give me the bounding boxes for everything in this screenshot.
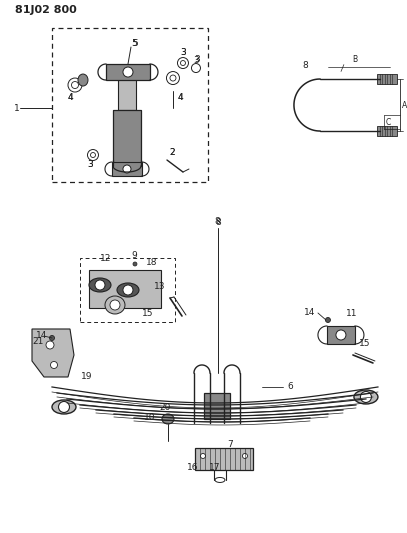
Text: 3: 3	[87, 159, 93, 168]
Bar	[112, 162, 142, 176]
Ellipse shape	[243, 454, 247, 458]
Ellipse shape	[50, 361, 57, 368]
Text: 20: 20	[159, 403, 171, 413]
Text: 81J02 800: 81J02 800	[15, 5, 77, 15]
Text: 3: 3	[87, 159, 93, 168]
Polygon shape	[32, 329, 74, 377]
Ellipse shape	[117, 283, 139, 297]
Bar	[89, 270, 161, 308]
Text: 10: 10	[144, 414, 156, 423]
Ellipse shape	[78, 74, 88, 86]
Text: 18: 18	[146, 257, 158, 266]
Ellipse shape	[52, 400, 76, 414]
Bar	[204, 393, 230, 419]
Bar	[327, 326, 355, 344]
Bar	[377, 74, 397, 84]
Ellipse shape	[95, 280, 105, 290]
Text: 3: 3	[180, 47, 186, 56]
Text: 14: 14	[36, 332, 47, 341]
Bar	[118, 68, 136, 110]
Ellipse shape	[336, 330, 346, 340]
Text: 2: 2	[169, 148, 175, 157]
Ellipse shape	[59, 401, 70, 413]
Text: 5: 5	[132, 38, 138, 47]
Text: 12: 12	[100, 254, 112, 262]
Text: 7: 7	[227, 440, 233, 449]
Ellipse shape	[90, 152, 96, 158]
Text: 14: 14	[304, 309, 316, 318]
Text: 8: 8	[302, 61, 308, 69]
Text: 1: 1	[14, 103, 20, 112]
Text: 8: 8	[214, 216, 220, 225]
Bar	[113, 110, 141, 166]
Bar	[377, 126, 397, 136]
Text: 3: 3	[193, 55, 199, 64]
Ellipse shape	[50, 335, 55, 341]
Text: 2: 2	[169, 148, 175, 157]
Text: 16: 16	[187, 464, 199, 472]
Text: 5: 5	[131, 38, 137, 47]
Ellipse shape	[123, 67, 133, 77]
Text: 19: 19	[81, 373, 93, 382]
Bar	[106, 64, 150, 80]
Ellipse shape	[201, 454, 206, 458]
Text: 11: 11	[346, 310, 358, 319]
Ellipse shape	[72, 82, 79, 88]
Text: 4: 4	[177, 93, 183, 101]
Text: 4: 4	[67, 93, 73, 101]
Bar	[195, 448, 253, 470]
Ellipse shape	[123, 165, 131, 173]
Text: 6: 6	[287, 383, 293, 391]
Ellipse shape	[162, 414, 174, 424]
Ellipse shape	[123, 285, 133, 295]
Text: 3: 3	[180, 47, 186, 56]
Text: 8: 8	[215, 217, 221, 227]
Text: 4: 4	[67, 93, 73, 101]
Ellipse shape	[180, 61, 186, 66]
Ellipse shape	[133, 262, 137, 266]
Text: B: B	[352, 54, 357, 63]
Ellipse shape	[110, 300, 120, 310]
Ellipse shape	[89, 278, 111, 292]
Ellipse shape	[361, 391, 372, 402]
Text: 13: 13	[154, 282, 166, 292]
Ellipse shape	[170, 75, 176, 81]
Text: 17: 17	[209, 464, 221, 472]
Text: 9: 9	[131, 251, 137, 260]
Text: C: C	[385, 117, 391, 126]
Text: 21: 21	[32, 337, 44, 346]
Text: 4: 4	[177, 93, 183, 101]
Text: 3: 3	[194, 54, 200, 63]
Text: 15: 15	[359, 340, 371, 349]
Ellipse shape	[46, 341, 54, 349]
Ellipse shape	[105, 296, 125, 314]
Text: 15: 15	[142, 310, 154, 319]
Ellipse shape	[326, 318, 330, 322]
Ellipse shape	[354, 390, 378, 404]
Text: A: A	[402, 101, 407, 109]
